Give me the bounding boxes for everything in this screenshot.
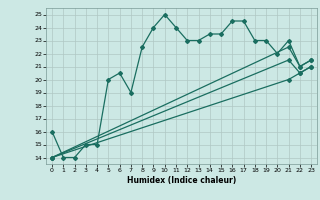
X-axis label: Humidex (Indice chaleur): Humidex (Indice chaleur)	[127, 176, 236, 185]
